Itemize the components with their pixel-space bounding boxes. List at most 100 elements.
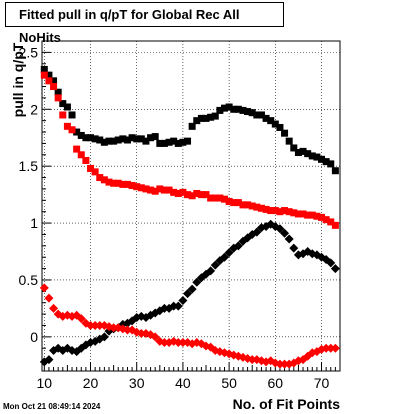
data-point bbox=[299, 210, 307, 218]
data-point bbox=[179, 138, 187, 146]
data-point bbox=[54, 88, 62, 96]
data-point bbox=[211, 194, 219, 202]
data-point bbox=[87, 134, 95, 142]
data-point bbox=[318, 155, 326, 163]
data-point bbox=[44, 355, 54, 365]
data-point bbox=[262, 205, 270, 213]
y-tick-label: 2.5 bbox=[19, 44, 39, 60]
data-point bbox=[114, 179, 122, 187]
data-point bbox=[327, 160, 335, 168]
data-point bbox=[128, 134, 136, 142]
data-point bbox=[77, 131, 85, 139]
data-point bbox=[68, 111, 76, 119]
data-point bbox=[86, 320, 96, 330]
data-point bbox=[137, 135, 145, 143]
data-point bbox=[147, 186, 155, 194]
data-point bbox=[280, 359, 290, 369]
data-marks bbox=[39, 65, 340, 369]
data-point bbox=[233, 241, 243, 251]
data-point bbox=[183, 289, 193, 299]
data-point bbox=[173, 301, 183, 311]
data-point bbox=[99, 332, 109, 342]
data-point bbox=[170, 188, 178, 196]
data-point bbox=[253, 203, 261, 211]
data-point bbox=[275, 359, 285, 369]
x-tick-label: 30 bbox=[129, 375, 145, 391]
data-point bbox=[192, 277, 202, 287]
data-point bbox=[123, 136, 131, 144]
data-point bbox=[271, 120, 279, 128]
x-axis-label: No. of Fit Points bbox=[232, 396, 340, 412]
data-point bbox=[178, 338, 188, 348]
data-point bbox=[276, 208, 284, 216]
data-point bbox=[252, 227, 262, 237]
data-point bbox=[87, 164, 95, 172]
data-point bbox=[313, 153, 321, 161]
data-point bbox=[284, 234, 294, 244]
data-point bbox=[63, 103, 71, 111]
data-point bbox=[100, 138, 108, 146]
data-point bbox=[63, 122, 71, 130]
data-point bbox=[327, 218, 335, 226]
data-point bbox=[91, 168, 99, 176]
data-point bbox=[50, 77, 58, 85]
data-point bbox=[326, 258, 336, 268]
data-point bbox=[40, 71, 48, 79]
data-point bbox=[73, 128, 81, 136]
data-point bbox=[100, 176, 108, 184]
data-point bbox=[318, 213, 326, 221]
data-point bbox=[313, 212, 321, 220]
data-point bbox=[220, 104, 228, 112]
data-point bbox=[225, 103, 233, 111]
data-point bbox=[179, 188, 187, 196]
x-tick-label: 50 bbox=[221, 375, 237, 391]
data-point bbox=[49, 303, 59, 313]
data-point bbox=[82, 156, 90, 164]
data-point bbox=[216, 194, 224, 202]
data-point bbox=[160, 186, 168, 194]
data-point bbox=[119, 135, 127, 143]
data-point bbox=[105, 178, 113, 186]
data-point bbox=[202, 114, 210, 122]
data-point bbox=[331, 167, 339, 175]
data-point bbox=[91, 135, 99, 143]
data-point bbox=[76, 314, 86, 324]
data-point bbox=[165, 138, 173, 146]
data-point bbox=[173, 338, 183, 348]
y-tick-label: 2 bbox=[30, 101, 38, 117]
data-point bbox=[197, 114, 205, 122]
data-point bbox=[105, 137, 113, 145]
data-point bbox=[119, 180, 127, 188]
data-point bbox=[280, 228, 290, 238]
y-tick-label: 0 bbox=[30, 329, 38, 345]
data-point bbox=[244, 201, 252, 209]
data-point bbox=[188, 192, 196, 200]
x-tick-label: 40 bbox=[175, 375, 191, 391]
x-tick-label: 60 bbox=[268, 375, 284, 391]
data-point bbox=[290, 144, 298, 152]
data-point bbox=[50, 83, 58, 91]
data-point bbox=[285, 137, 293, 145]
data-point bbox=[230, 199, 238, 207]
data-point bbox=[290, 209, 298, 217]
data-point bbox=[239, 201, 247, 209]
data-point bbox=[219, 252, 229, 262]
data-point bbox=[184, 191, 192, 199]
y-axis-label: pull in q/pT bbox=[10, 42, 26, 118]
data-point bbox=[142, 137, 150, 145]
axes: 10 20 30 40 50 60 70 0 0.5 1 1.5 2 2.5 bbox=[19, 40, 336, 391]
data-point bbox=[159, 338, 169, 348]
y-tick-label: 1.5 bbox=[19, 158, 39, 174]
data-point bbox=[330, 264, 340, 274]
data-point bbox=[281, 207, 289, 215]
data-point bbox=[122, 325, 132, 335]
data-point bbox=[40, 65, 48, 73]
data-point bbox=[174, 189, 182, 197]
timestamp: Mon Oct 21 08:49:14 2024 bbox=[3, 402, 101, 411]
data-point bbox=[299, 147, 307, 155]
data-point bbox=[308, 152, 316, 160]
data-point bbox=[331, 221, 339, 229]
data-point bbox=[267, 117, 275, 125]
data-point bbox=[114, 136, 122, 144]
data-point bbox=[247, 355, 257, 365]
